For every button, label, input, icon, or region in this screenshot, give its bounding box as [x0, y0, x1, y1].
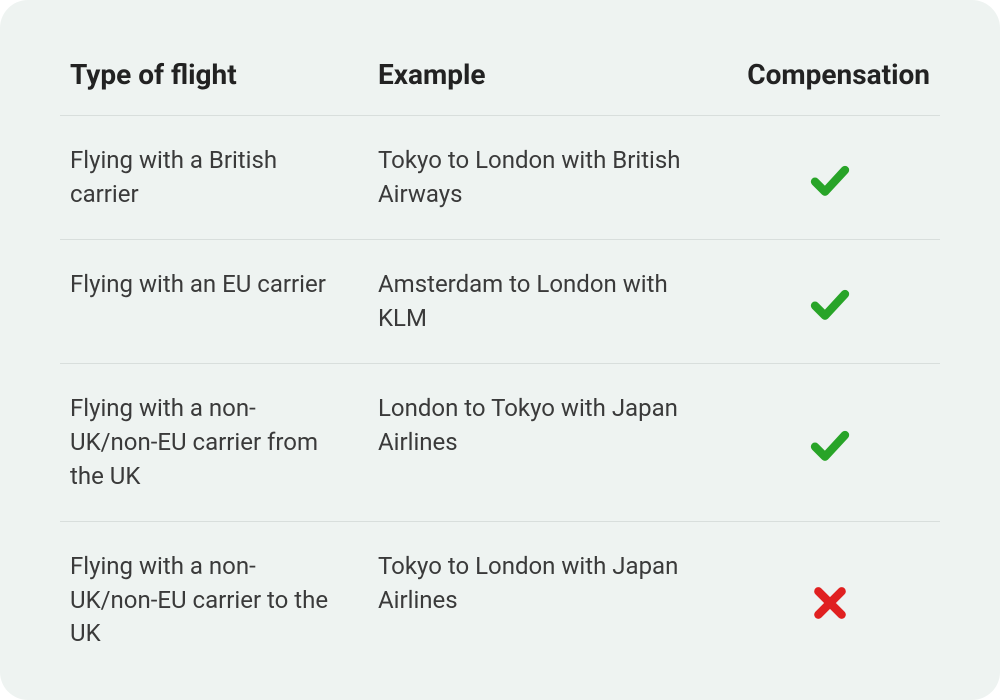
header-compensation: Compensation [720, 58, 940, 116]
table-row: Flying with an EU carrier Amsterdam to L… [60, 240, 940, 364]
table-row: Flying with a non-UK/non-EU carrier from… [60, 364, 940, 522]
check-icon [810, 160, 850, 200]
cell-type: Flying with a non-UK/non-EU carrier to t… [60, 522, 368, 679]
header-example: Example [368, 58, 720, 116]
cell-example: London to Tokyo with Japan Airlines [368, 364, 720, 522]
table-body: Flying with a British carrier Tokyo to L… [60, 116, 940, 679]
cell-compensation [720, 522, 940, 679]
cell-type: Flying with a non-UK/non-EU carrier from… [60, 364, 368, 522]
cell-type: Flying with an EU carrier [60, 240, 368, 364]
cell-type: Flying with a British carrier [60, 116, 368, 240]
table-row: Flying with a non-UK/non-EU carrier to t… [60, 522, 940, 679]
check-icon [810, 284, 850, 324]
check-icon [810, 425, 850, 465]
cell-example: Tokyo to London with Japan Airlines [368, 522, 720, 679]
cross-icon [810, 583, 850, 623]
cell-example: Tokyo to London with British Airways [368, 116, 720, 240]
cell-compensation [720, 240, 940, 364]
cell-example: Amsterdam to London with KLM [368, 240, 720, 364]
compensation-card: Type of flight Example Compensation Flyi… [0, 0, 1000, 700]
table-header-row: Type of flight Example Compensation [60, 58, 940, 116]
cell-compensation [720, 116, 940, 240]
header-type: Type of flight [60, 58, 368, 116]
table-row: Flying with a British carrier Tokyo to L… [60, 116, 940, 240]
compensation-table: Type of flight Example Compensation Flyi… [60, 58, 940, 679]
cell-compensation [720, 364, 940, 522]
